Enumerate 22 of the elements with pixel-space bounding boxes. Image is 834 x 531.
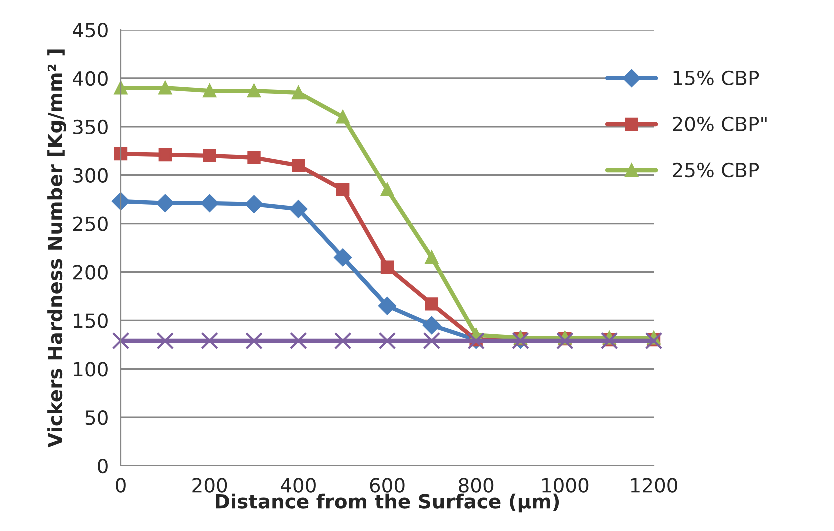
x-tick-label: 200	[192, 478, 228, 493]
legend-label: 20% CBP"	[673, 116, 767, 132]
x-tick-label: 1200	[631, 478, 678, 493]
y-tick-label: 100	[74, 362, 108, 377]
x-tick-label: 0	[116, 478, 126, 493]
y-tick-label: 50	[86, 410, 108, 426]
y-tick-label: 150	[74, 314, 108, 328]
x-axis-title: Distance from the Surface (µm)	[216, 494, 560, 513]
y-tick-label: 350	[74, 120, 108, 135]
y-tick-label: 450	[73, 22, 108, 38]
x-tick-label: 400	[281, 478, 316, 493]
y-axis-title: Vickers Hardness Number [Kg/mm² ]	[48, 50, 67, 448]
x-tick-label: 800	[459, 478, 494, 493]
legend-label: 25% CBP	[673, 162, 760, 178]
legend-label: 15% CBP	[674, 70, 760, 86]
x-tick-label: 1000	[542, 478, 589, 493]
x-tick-label: 600	[370, 478, 405, 493]
y-tick-label: 400	[73, 71, 108, 86]
y-tick-label: 250	[74, 216, 108, 232]
y-tick-label: 200	[74, 265, 108, 280]
y-tick-label: 300	[74, 168, 108, 183]
y-tick-label: 0	[98, 458, 108, 474]
